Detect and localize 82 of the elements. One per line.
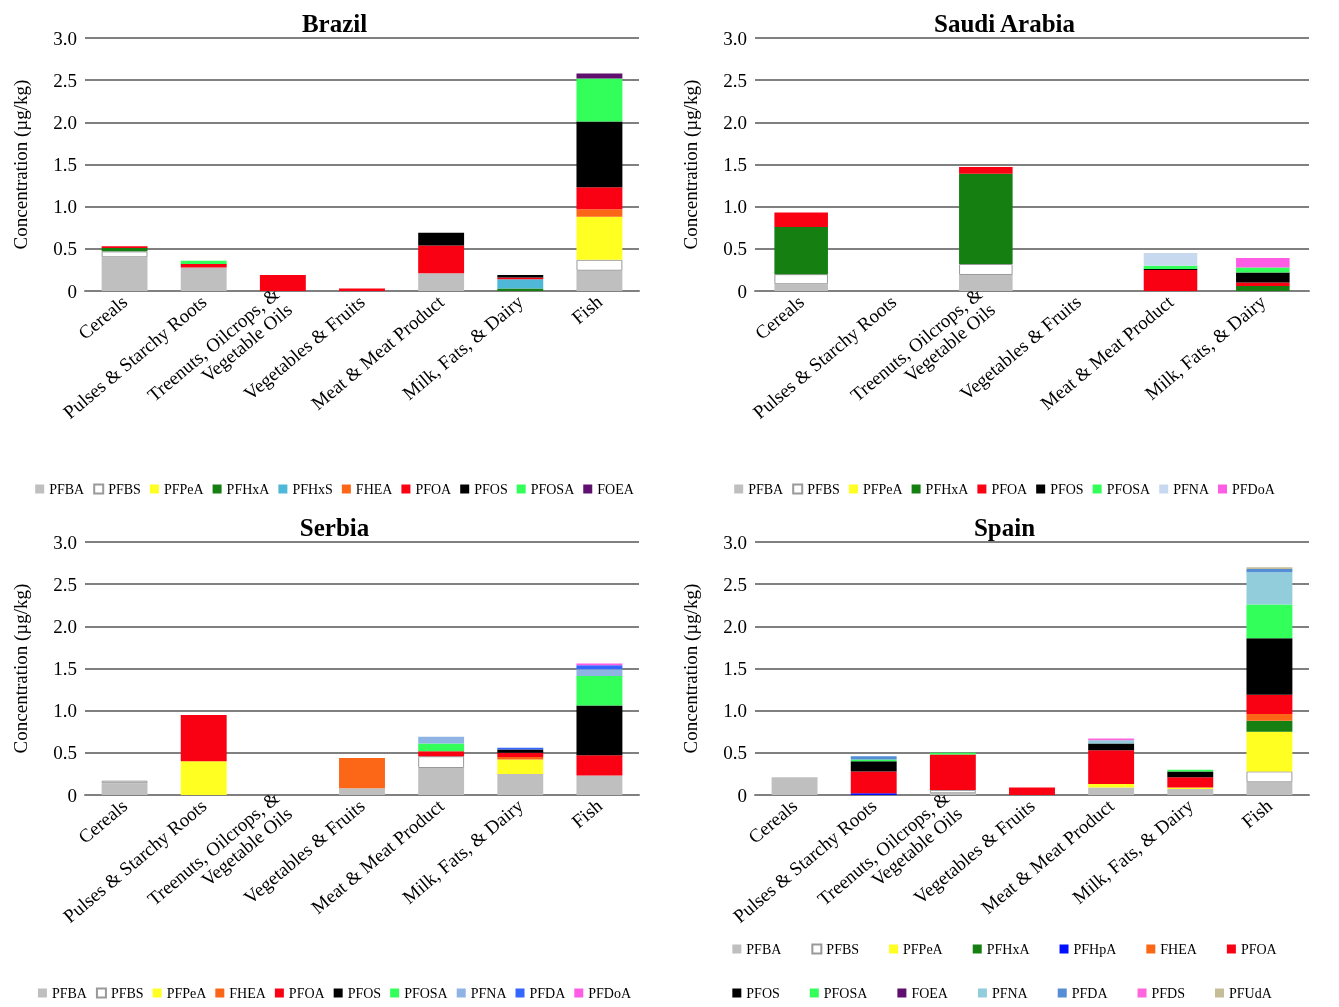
y-tick-label: 2.5 xyxy=(723,69,747,91)
legend-label: PFHxA xyxy=(226,481,271,497)
legend-label: FOEA xyxy=(597,481,635,497)
y-tick-label: 0.5 xyxy=(53,742,77,764)
y-tick-label: 0.5 xyxy=(53,238,77,260)
legend-label: PFOSA xyxy=(823,985,869,1001)
y-tick-label: 1.5 xyxy=(723,658,747,679)
chart-title: Serbia xyxy=(299,514,370,541)
legend-label: PFHxS xyxy=(292,481,333,497)
y-tick-label: 2.5 xyxy=(723,573,747,595)
y-tick-label: 2.5 xyxy=(53,573,77,595)
legend-label: PFUdA xyxy=(1228,985,1273,1001)
y-tick-label: 1.0 xyxy=(53,700,77,722)
legend-label: PFDoA xyxy=(588,985,632,1001)
y-tick-label: 0.5 xyxy=(723,238,747,260)
legend-label: PFBA xyxy=(746,941,783,957)
legend-label: PFOS xyxy=(1050,481,1084,497)
legend-label: PFDA xyxy=(1071,985,1109,1001)
y-axis-title: Concentration (µg/kg) xyxy=(680,583,702,754)
y-tick-label: 3.0 xyxy=(723,531,747,553)
legend-label: PFHxA xyxy=(986,941,1031,957)
chart-title: Spain xyxy=(973,514,1036,541)
legend-label: PFOS xyxy=(746,985,780,1001)
x-tick-label: Fish xyxy=(567,794,607,833)
legend-label: PFBA xyxy=(748,481,785,497)
chart-title: Saudi Arabia xyxy=(933,10,1076,37)
legend-label: PFNA xyxy=(991,985,1029,1001)
y-tick-label: 1.5 xyxy=(53,658,77,679)
y-axis-title: Concentration (µg/kg) xyxy=(10,79,32,250)
chart-title: Brazil xyxy=(301,10,368,37)
y-tick-label: 0 xyxy=(737,784,747,806)
legend-label: PFOSA xyxy=(404,985,449,1001)
y-tick-label: 3.0 xyxy=(53,27,77,49)
y-tick-label: 2.0 xyxy=(723,111,747,133)
legend-label: PFNA xyxy=(1173,481,1210,497)
y-tick-label: 2.5 xyxy=(53,69,77,91)
legend-label: FHEA xyxy=(1160,941,1198,957)
y-tick-label: 2.0 xyxy=(53,111,77,133)
legend-label: FHEA xyxy=(229,985,267,1001)
legend-label: PFOSA xyxy=(1106,481,1152,497)
legend-label: PFOA xyxy=(1240,941,1278,957)
y-axis-title: Concentration (µg/kg) xyxy=(680,79,702,250)
legend-label: PFOSA xyxy=(530,481,576,497)
legend-label: PFBS xyxy=(807,481,840,497)
legend-label: PFPeA xyxy=(903,941,944,957)
y-tick-label: 0.5 xyxy=(723,742,747,764)
legend-label: PFOA xyxy=(415,481,453,497)
y-tick-label: 0 xyxy=(737,280,747,302)
y-tick-label: 3.0 xyxy=(723,27,747,49)
legend-label: PFHxA xyxy=(925,481,970,497)
y-tick-label: 2.0 xyxy=(723,615,747,637)
legend-label: PFOA xyxy=(991,481,1029,497)
legend-label: FOEA xyxy=(911,985,949,1001)
legend-label: PFNA xyxy=(470,985,508,1001)
legend-label: PFOA xyxy=(288,985,326,1001)
legend-label: PFPeA xyxy=(862,481,904,497)
legend-label: FHEA xyxy=(355,481,394,497)
legend-label: PFBS xyxy=(826,941,860,957)
y-tick-label: 3.0 xyxy=(53,531,77,553)
legend-label: PFOS xyxy=(347,985,382,1001)
y-axis-title: Concentration (µg/kg) xyxy=(10,583,32,754)
legend-label: PFBA xyxy=(49,481,86,497)
legend-label: PFDS xyxy=(1151,985,1185,1001)
y-tick-label: 1.0 xyxy=(723,196,747,218)
legend-label: PFPeA xyxy=(163,481,205,497)
legend-label: PFOS xyxy=(474,481,508,497)
y-tick-label: 0 xyxy=(67,280,77,302)
legend-label: PFDoA xyxy=(1232,481,1276,497)
legend-label: PFBS xyxy=(110,985,144,1001)
y-tick-label: 1.5 xyxy=(53,154,77,175)
y-tick-label: 1.0 xyxy=(53,196,77,218)
x-tick-label: Fish xyxy=(1237,794,1277,833)
y-tick-label: 1.0 xyxy=(723,700,747,722)
y-tick-label: 0 xyxy=(67,784,77,806)
y-tick-label: 1.5 xyxy=(723,154,747,175)
legend-label: PFHpA xyxy=(1073,941,1118,957)
legend-label: PFBA xyxy=(51,985,88,1001)
legend-label: PFBS xyxy=(108,481,141,497)
x-tick-label: Fish xyxy=(567,290,607,329)
legend-label: PFDA xyxy=(529,985,567,1001)
legend-label: PFPeA xyxy=(166,985,208,1001)
y-tick-label: 2.0 xyxy=(53,615,77,637)
